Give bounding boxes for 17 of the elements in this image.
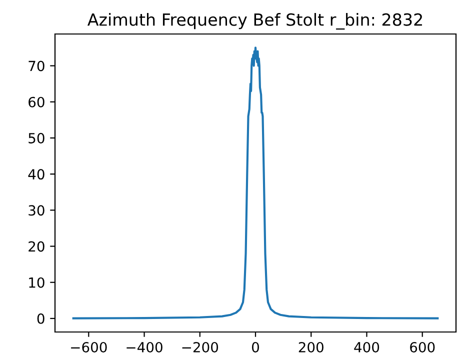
x-tick-label: 600 — [410, 342, 435, 352]
y-tick-label: 70 — [28, 60, 44, 72]
x-tick-label: −200 — [182, 342, 218, 352]
line-series — [72, 46, 439, 320]
y-tick-label: 10 — [29, 277, 44, 288]
chart-title: Azimuth Frequency Bef Stolt r_bin: 2832 — [87, 13, 422, 30]
y-tick-label: 0 — [37, 313, 44, 324]
x-tick-label: 0 — [252, 342, 259, 352]
y-tick-label: 20 — [28, 241, 44, 252]
x-tick-label: −600 — [71, 342, 107, 352]
y-tick-label: 60 — [28, 96, 44, 108]
y-tick-label: 50 — [28, 132, 44, 144]
x-tick-label: 200 — [298, 342, 324, 352]
x-tick-label: 400 — [354, 342, 380, 352]
y-tick-label: 30 — [28, 205, 44, 216]
y-tick-label: 40 — [28, 169, 44, 180]
x-tick-label: −400 — [126, 342, 162, 352]
